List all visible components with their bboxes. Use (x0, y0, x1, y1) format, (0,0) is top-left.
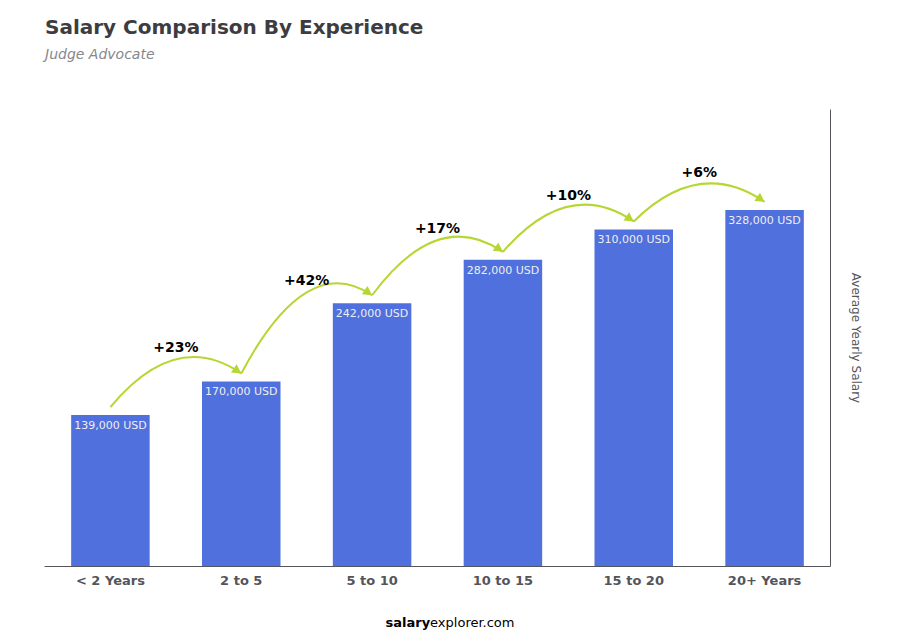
svg-text:+23%: +23% (153, 339, 198, 355)
svg-text:< 2 Years: < 2 Years (76, 573, 145, 588)
svg-text:Judge Advocate: Judge Advocate (42, 46, 155, 62)
svg-text:10 to 15: 10 to 15 (473, 573, 533, 588)
svg-text:salary: salary (385, 615, 430, 630)
svg-text:15 to 20: 15 to 20 (604, 573, 664, 588)
svg-text:+42%: +42% (284, 272, 329, 288)
svg-text:282,000 USD: 282,000 USD (467, 264, 540, 277)
svg-text:2 to 5: 2 to 5 (220, 573, 262, 588)
svg-text:328,000 USD: 328,000 USD (728, 214, 801, 227)
svg-text:explorer.com: explorer.com (430, 615, 514, 630)
svg-text:Salary Comparison By Experienc: Salary Comparison By Experience (45, 15, 423, 39)
svg-text:310,000 USD: 310,000 USD (598, 233, 671, 246)
svg-text:5 to 10: 5 to 10 (346, 573, 397, 588)
svg-text:20+ Years: 20+ Years (728, 573, 802, 588)
svg-text:242,000 USD: 242,000 USD (336, 307, 409, 320)
svg-text:+17%: +17% (415, 220, 460, 236)
svg-text:Average Yearly Salary: Average Yearly Salary (849, 273, 863, 403)
svg-text:139,000 USD: 139,000 USD (74, 419, 147, 432)
svg-text:170,000 USD: 170,000 USD (205, 385, 278, 398)
svg-text:+10%: +10% (546, 187, 591, 203)
svg-text:+6%: +6% (681, 164, 717, 180)
